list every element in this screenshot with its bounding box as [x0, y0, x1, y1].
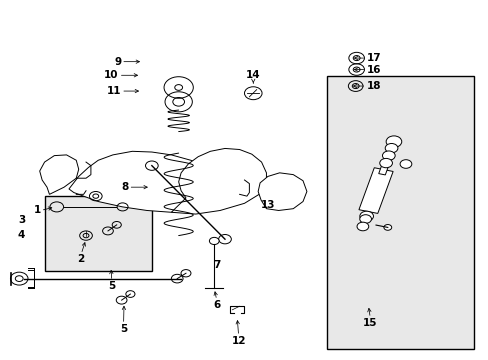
Polygon shape [171, 148, 266, 214]
Text: 10: 10 [104, 70, 119, 80]
Text: 4: 4 [18, 230, 25, 239]
Text: 17: 17 [366, 53, 380, 63]
Text: 18: 18 [366, 81, 380, 91]
Circle shape [385, 144, 397, 153]
Text: 16: 16 [366, 64, 380, 75]
Text: 3: 3 [18, 215, 25, 225]
Bar [44, 196, 152, 271]
Text: 7: 7 [213, 260, 220, 270]
Text: 8: 8 [121, 182, 128, 192]
Circle shape [244, 87, 262, 100]
Polygon shape [258, 173, 306, 211]
Polygon shape [378, 141, 396, 175]
Text: 14: 14 [245, 70, 260, 80]
Circle shape [383, 225, 391, 230]
Circle shape [145, 161, 158, 170]
Polygon shape [40, 155, 79, 194]
Circle shape [218, 234, 231, 244]
Polygon shape [358, 168, 392, 213]
Bar [327, 76, 473, 348]
Text: 12: 12 [231, 336, 245, 346]
Text: 5: 5 [108, 281, 115, 291]
Text: 1: 1 [33, 206, 41, 216]
Text: 15: 15 [362, 318, 377, 328]
Circle shape [386, 136, 401, 147]
Text: 11: 11 [106, 86, 121, 96]
Polygon shape [69, 151, 234, 212]
Text: 2: 2 [78, 254, 84, 264]
Text: 5: 5 [120, 324, 127, 334]
Circle shape [359, 211, 373, 221]
Circle shape [379, 158, 392, 168]
Circle shape [382, 151, 394, 160]
Circle shape [356, 222, 368, 231]
Text: 6: 6 [213, 300, 220, 310]
Text: 9: 9 [114, 57, 121, 67]
Circle shape [359, 215, 371, 223]
Text: 13: 13 [260, 200, 275, 210]
Circle shape [399, 160, 411, 168]
Circle shape [209, 237, 219, 244]
